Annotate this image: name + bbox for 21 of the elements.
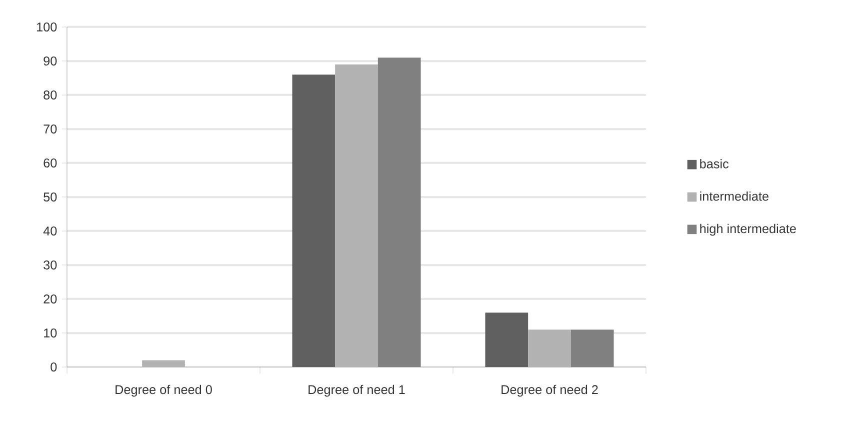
legend-label: high intermediate xyxy=(700,224,796,236)
x-tick-label: Degree of need 2 xyxy=(502,384,598,397)
y-tick-label: 80 xyxy=(44,90,57,100)
y-tick-label: 50 xyxy=(44,192,57,202)
y-tick-label: 90 xyxy=(44,56,57,66)
legend-label: basic xyxy=(700,159,729,168)
y-tick-label: 60 xyxy=(44,158,57,168)
y-tick-label: 30 xyxy=(44,260,57,270)
y-tick-label: 100 xyxy=(37,22,57,32)
x-tick-label: Degree of need 1 xyxy=(308,384,405,397)
bar xyxy=(485,312,528,367)
y-tick-label: 40 xyxy=(43,226,57,236)
bar xyxy=(570,330,614,367)
bar xyxy=(292,74,336,367)
y-tick-label: 0 xyxy=(50,362,57,372)
y-tick-label: 20 xyxy=(44,294,57,304)
y-tick-label: 70 xyxy=(44,124,57,134)
y-tick-label: 10 xyxy=(44,328,57,338)
x-tick-label: Degree of need 0 xyxy=(116,384,212,397)
bar xyxy=(378,58,421,367)
legend-label: intermediate xyxy=(700,191,768,201)
